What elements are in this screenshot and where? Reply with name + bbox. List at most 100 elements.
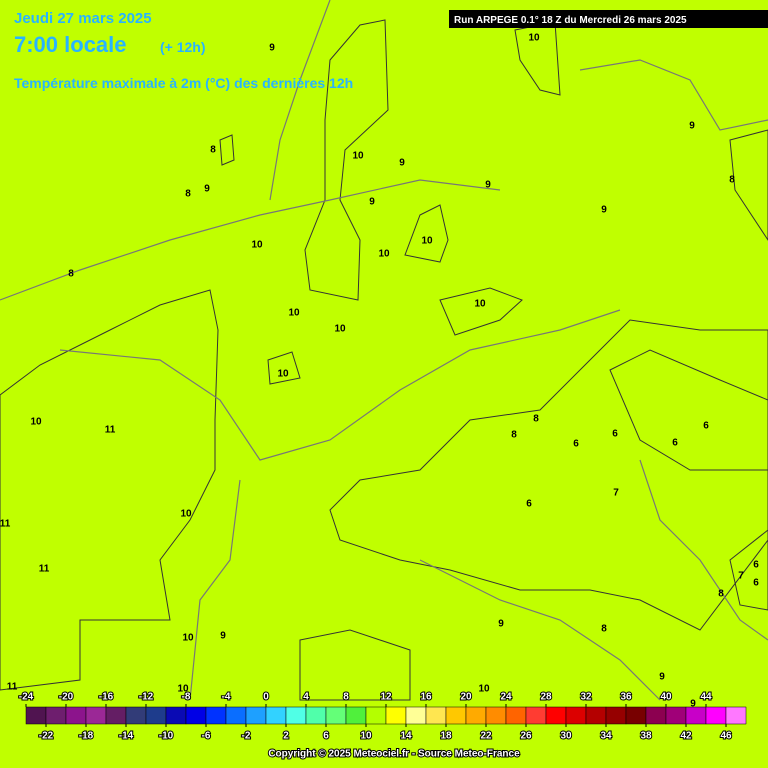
colorbar-cell xyxy=(585,706,607,725)
colorbar-label: 28 xyxy=(540,692,552,703)
colorbar-cell xyxy=(25,706,47,725)
colorbar-cell xyxy=(225,706,247,725)
colorbar-label: -24 xyxy=(19,692,34,703)
colorbar-cell xyxy=(65,706,87,725)
contour-label: 10 xyxy=(180,509,192,520)
colorbar-cell xyxy=(385,706,407,725)
colorbar-label: -12 xyxy=(139,692,154,703)
colorbar-cell xyxy=(205,706,227,725)
contour-label: 8 xyxy=(729,175,735,186)
contour-label: 9 xyxy=(369,197,375,208)
colorbar-label: 42 xyxy=(680,731,692,742)
contour-label: 11 xyxy=(105,425,116,436)
contour-label: 10 xyxy=(30,417,42,428)
contour-label: 6 xyxy=(526,499,532,510)
contour-label: 6 xyxy=(753,560,759,571)
border-line xyxy=(579,59,768,131)
colorbar-cell xyxy=(525,706,547,725)
run-info: Run ARPEGE 0.1° 18 Z du Mercredi 26 mars… xyxy=(454,15,687,26)
colorbar-cell xyxy=(505,706,527,725)
border-line xyxy=(639,459,768,641)
contour-label: 9 xyxy=(399,158,405,169)
contour-label: 10 xyxy=(421,236,433,247)
colorbar-cell xyxy=(545,706,567,725)
contour-label: 9 xyxy=(659,672,665,683)
colorbar-label: 10 xyxy=(360,731,372,742)
contour-label: 10 xyxy=(378,249,390,260)
colorbar-label: 16 xyxy=(420,692,432,703)
contour-label: 6 xyxy=(612,429,618,440)
colorbar-cell xyxy=(285,706,307,725)
contour-label: 9 xyxy=(204,184,210,195)
colorbar-cell xyxy=(245,706,267,725)
colorbar-cell xyxy=(665,706,687,725)
colorbar-label: -4 xyxy=(222,692,231,703)
border-line xyxy=(0,179,501,301)
forecast-time: 7:00 locale xyxy=(14,32,127,57)
contour-label: 10 xyxy=(182,633,194,644)
colorbar-label: -6 xyxy=(202,731,211,742)
colorbar-cell xyxy=(645,706,667,725)
colorbar-cell xyxy=(725,706,747,725)
colorbar-label: 18 xyxy=(440,731,452,742)
colorbar-cell xyxy=(565,706,587,725)
colorbar-cell xyxy=(625,706,647,725)
contour-label: 9 xyxy=(269,43,275,54)
zone-light-green xyxy=(609,349,768,471)
zone-yellow xyxy=(304,19,389,301)
colorbar-label: 32 xyxy=(580,692,592,703)
colorbar-label: 36 xyxy=(620,692,632,703)
colorbar-label: 2 xyxy=(283,731,289,742)
colorbar-label: 4 xyxy=(303,692,309,703)
border-line xyxy=(189,479,241,701)
colorbar-cell xyxy=(345,706,367,725)
colorbar-label: 30 xyxy=(560,731,572,742)
zone-yellow xyxy=(404,204,449,263)
contour-label: 8 xyxy=(210,145,216,156)
colorbar-label: 0 xyxy=(263,692,269,703)
colorbar-cell xyxy=(325,706,347,725)
contour-label: 10 xyxy=(177,684,189,695)
colorbar-label: 44 xyxy=(700,692,712,703)
colorbar-label: 38 xyxy=(640,731,652,742)
colorbar-label: 40 xyxy=(660,692,672,703)
zone-green xyxy=(729,529,768,611)
colorbar-label: -14 xyxy=(119,731,134,742)
forecast-date: Jeudi 27 mars 2025 xyxy=(14,10,152,27)
colorbar-label: 22 xyxy=(480,731,492,742)
temperature-zones xyxy=(0,19,768,701)
colorbar-cell xyxy=(425,706,447,725)
run-box xyxy=(449,10,768,28)
colorbar-cell xyxy=(125,706,147,725)
contour-label: 7 xyxy=(738,571,744,582)
zone-yellow xyxy=(267,351,301,385)
border-line xyxy=(419,559,661,701)
contour-label: 6 xyxy=(753,578,759,589)
colorbar-label: -22 xyxy=(39,731,54,742)
contour-label: 9 xyxy=(690,699,696,710)
colorbar-label: 12 xyxy=(380,692,392,703)
contour-label: 11 xyxy=(7,682,18,693)
contour-label: 8 xyxy=(68,269,74,280)
colorbar-cell xyxy=(165,706,187,725)
contour-label: 8 xyxy=(533,414,539,425)
colorbar-label: 6 xyxy=(323,731,329,742)
contour-label: 9 xyxy=(689,121,695,132)
zone-yellow xyxy=(0,289,219,691)
colorbar-label: 20 xyxy=(460,692,472,703)
contour-label: 10 xyxy=(334,324,346,335)
colorbar-cell xyxy=(85,706,107,725)
zone-green xyxy=(329,319,768,631)
colorbar-cell xyxy=(305,706,327,725)
colorbar-cell xyxy=(445,706,467,725)
map-title: Température maximale à 2m (°C) des derni… xyxy=(14,75,353,91)
colorbar-label: 24 xyxy=(500,692,512,703)
contour-label: 6 xyxy=(672,438,678,449)
contour-label: 9 xyxy=(601,205,607,216)
colorbar-cell xyxy=(485,706,507,725)
colorbar-label: -2 xyxy=(242,731,251,742)
contour-label: 6 xyxy=(573,439,579,450)
